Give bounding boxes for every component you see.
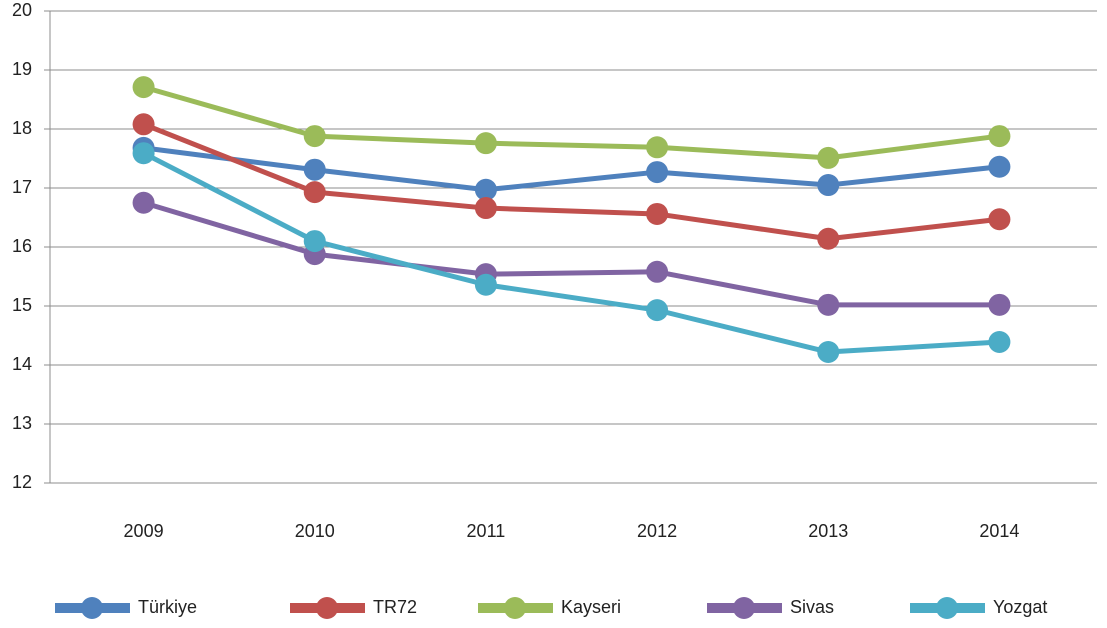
- series-line: [142, 121, 1000, 242]
- legend-label: Türkiye: [138, 597, 197, 617]
- legend-label: Kayseri: [561, 597, 621, 617]
- series-line: [142, 150, 1000, 355]
- data-point: [474, 132, 497, 155]
- y-tick-label: 13: [12, 413, 32, 433]
- data-point: [817, 293, 840, 316]
- x-tick-label: 2011: [467, 521, 506, 541]
- series-line: [142, 84, 1000, 161]
- y-tick-label: 14: [12, 354, 32, 374]
- data-point: [303, 230, 326, 253]
- legend-marker: [504, 597, 526, 619]
- data-point: [646, 161, 669, 184]
- data-point: [646, 136, 669, 159]
- legend-label: Yozgat: [993, 597, 1047, 617]
- y-tick-label: 15: [12, 295, 32, 315]
- y-tick-label: 17: [12, 177, 32, 197]
- y-tick-label: 18: [12, 118, 32, 138]
- series-line: [143, 145, 1000, 193]
- data-point: [474, 273, 497, 296]
- y-tick-label: 16: [12, 236, 32, 256]
- series-line: [142, 200, 1000, 308]
- x-tick-label: 2009: [124, 521, 164, 541]
- data-point: [303, 181, 326, 204]
- legend-label: TR72: [373, 597, 417, 617]
- data-point: [303, 125, 326, 148]
- data-point: [132, 142, 155, 165]
- data-point: [817, 174, 840, 197]
- y-tick-label: 19: [12, 59, 32, 79]
- data-point: [646, 299, 669, 322]
- data-point: [988, 155, 1011, 178]
- data-point: [988, 125, 1011, 148]
- data-point: [817, 341, 840, 364]
- data-point: [988, 293, 1011, 316]
- y-tick-label: 20: [12, 0, 32, 20]
- data-point: [132, 113, 155, 136]
- y-tick-label: 12: [12, 472, 32, 492]
- data-point: [646, 202, 669, 225]
- data-point: [132, 191, 155, 214]
- legend-marker: [733, 597, 755, 619]
- legend-label: Sivas: [790, 597, 834, 617]
- x-tick-label: 2014: [979, 521, 1019, 541]
- data-point: [474, 178, 497, 201]
- data-point: [817, 146, 840, 169]
- data-point: [474, 197, 497, 220]
- data-point: [988, 208, 1011, 231]
- legend-marker: [936, 597, 958, 619]
- x-tick-label: 2013: [808, 521, 848, 541]
- data-point: [132, 76, 155, 99]
- data-point: [988, 330, 1011, 353]
- data-point: [817, 227, 840, 250]
- x-tick-label: 2012: [637, 521, 677, 541]
- x-tick-label: 2010: [295, 521, 335, 541]
- data-point: [303, 158, 326, 181]
- data-point: [646, 260, 669, 283]
- legend-marker: [81, 597, 103, 619]
- legend-marker: [316, 597, 338, 619]
